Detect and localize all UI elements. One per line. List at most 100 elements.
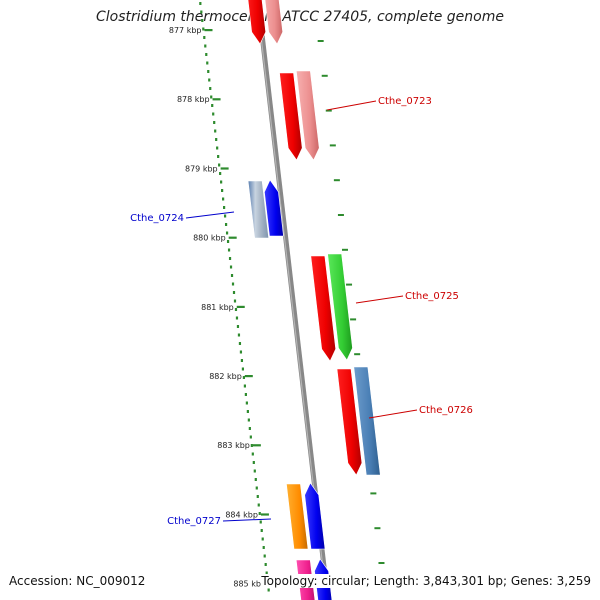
kbp-tick-label: 881 kbp: [201, 303, 234, 312]
track-dot: [254, 478, 257, 481]
track-dot: [238, 342, 242, 345]
track-dot: [237, 333, 241, 337]
label-leader-line: [326, 100, 377, 111]
outer-tick: [374, 527, 381, 530]
track-dot: [211, 104, 214, 107]
track-dot: [261, 537, 264, 541]
track-dot: [245, 401, 248, 405]
track-dot: [262, 546, 265, 549]
track-dot: [200, 10, 203, 14]
track-dot: [241, 367, 245, 371]
track-dot: [229, 265, 233, 269]
track-dot: [222, 206, 226, 209]
track-dot: [226, 240, 230, 243]
gene-arrow-pink: [295, 70, 320, 161]
kbp-tick-label: 883 kbp: [217, 441, 250, 450]
gene-arrow-red: [310, 255, 337, 362]
track-dot: [223, 214, 227, 218]
track-dot: [228, 257, 232, 260]
track-dot: [216, 146, 219, 150]
track-dot: [250, 444, 253, 447]
kbp-tick-label: 884 kbp: [225, 510, 258, 519]
gene-arrow-red: [247, 0, 267, 45]
track-dot: [233, 299, 237, 303]
track-dot: [232, 291, 236, 294]
track-dot: [207, 70, 210, 73]
label-leader-line: [368, 409, 418, 419]
outer-tick: [325, 109, 332, 112]
kbp-tick: [236, 305, 245, 308]
kbp-tick: [212, 98, 221, 101]
track-dot: [214, 129, 217, 133]
outer-tick: [333, 179, 340, 182]
track-dot: [259, 520, 262, 524]
kbp-tick-label: 879 kbp: [185, 164, 218, 173]
outer-tick: [350, 318, 357, 321]
track-dot: [260, 529, 263, 532]
track-dot: [234, 308, 238, 311]
outer-tick: [337, 214, 344, 216]
gene-arrow-blue: [264, 179, 284, 237]
kbp-tick-label: 877 kbp: [169, 26, 202, 35]
gene-arrow-blue: [304, 482, 326, 550]
track-dot: [205, 53, 208, 56]
track-dot: [212, 112, 215, 116]
track-dot: [255, 486, 258, 490]
track-dot: [213, 121, 216, 124]
track-dot: [246, 410, 249, 413]
label-leader-line: [222, 518, 272, 522]
track-dot: [202, 27, 205, 31]
outer-tick: [346, 283, 353, 286]
track-dot: [225, 231, 229, 235]
track-dot: [236, 325, 240, 328]
outer-tick: [370, 492, 377, 495]
kbp-tick: [204, 29, 213, 32]
gene-label: Cthe_0725: [405, 291, 459, 302]
track-dot: [222, 197, 225, 201]
track-dot: [231, 282, 235, 286]
track-dot: [221, 189, 224, 192]
kbp-tick-label: 882 kbp: [209, 372, 242, 381]
track-dot: [243, 384, 246, 388]
track-dot: [251, 452, 254, 456]
gene-features: [247, 0, 381, 600]
gene-label: Cthe_0726: [419, 405, 473, 416]
gene-arrow-steelblue: [247, 180, 270, 239]
track-dot: [252, 461, 255, 464]
gene-arrow-orange: [286, 483, 309, 550]
outer-tick: [317, 40, 324, 42]
gene-arrow-steelblue: [353, 366, 381, 476]
track-dot: [220, 180, 223, 184]
track-dot: [206, 61, 209, 65]
kbp-tick: [228, 236, 237, 239]
track-dot: [203, 36, 206, 39]
track-dot: [267, 588, 270, 592]
kbp-tick-label: 878 kbp: [177, 95, 210, 104]
kbp-tick: [244, 375, 253, 378]
label-leader-line: [355, 295, 404, 304]
track-dot: [248, 427, 251, 430]
track-dot: [201, 19, 204, 22]
kbp-tick: [220, 167, 229, 170]
track-dot: [210, 95, 213, 99]
label-leader-line: [185, 211, 235, 219]
track-dot: [247, 418, 250, 422]
track-dot: [199, 2, 202, 5]
track-dot: [209, 87, 212, 90]
gene-labels: Cthe_0723 Cthe_0724 Cthe_0725 Cthe_0726 Cthe…: [130, 96, 473, 527]
genome-summary: Topology: circular; Length: 3,843,301 bp…: [261, 574, 591, 588]
outer-tick: [378, 562, 385, 564]
track-dot: [253, 469, 256, 473]
kbp-tick-label: 885 kbp: [233, 580, 266, 589]
track-dot: [227, 248, 231, 252]
track-dot: [204, 44, 207, 48]
track-dot: [242, 376, 246, 379]
outer-tick: [354, 353, 361, 356]
track-dot: [215, 138, 218, 141]
gene-label: Cthe_0724: [130, 213, 184, 224]
accession-label: Accession: NC_009012: [9, 574, 146, 588]
gene-arrow-pink: [264, 0, 284, 45]
track-dot: [224, 223, 228, 226]
track-dot: [235, 316, 239, 320]
track-dot: [244, 393, 247, 396]
